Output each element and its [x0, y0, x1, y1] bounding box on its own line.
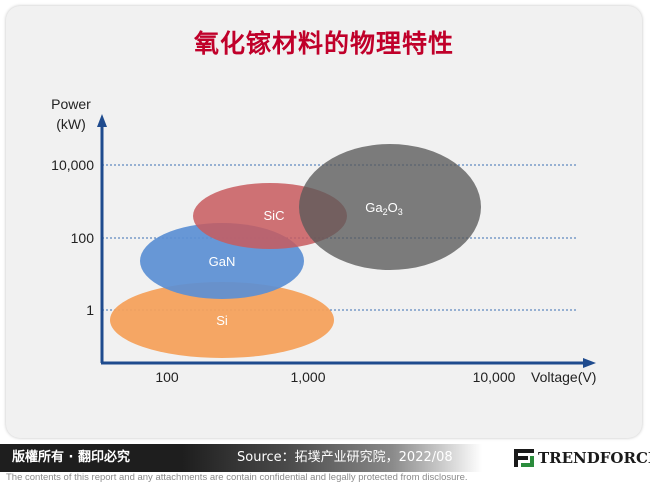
- x-axis-arrow: [583, 358, 596, 368]
- y-tick-1: 1: [86, 302, 94, 318]
- x-tick-10000: 10,000: [473, 369, 516, 385]
- trendforce-logo-text: TRENDFORCE: [538, 449, 650, 467]
- slide-card: 氧化镓材料的物理特性 Si GaN SiC Ga2O3 Power (kW) 1…: [6, 6, 642, 438]
- source-note: Source：拓墣产业研究院，2022/08: [182, 444, 482, 472]
- page-title: 氧化镓材料的物理特性: [193, 29, 454, 58]
- y-axis-arrow: [97, 114, 107, 127]
- copyright-notice: 版權所有 · 翻印必究: [0, 444, 182, 472]
- y-tick-100: 100: [71, 230, 95, 246]
- x-tick-100: 100: [155, 369, 179, 385]
- y-axis-label-line2: (kW): [56, 116, 86, 132]
- label-si: Si: [216, 313, 228, 328]
- disclaimer-text: The contents of this report and any atta…: [6, 472, 468, 483]
- bubble-ga2o3: [299, 144, 481, 270]
- y-tick-10000: 10,000: [51, 157, 94, 173]
- y-axis-label-line1: Power: [51, 96, 91, 112]
- label-ga2o3: Ga2O3: [365, 200, 403, 217]
- chart: Si GaN SiC Ga2O3 Power (kW) 10,000 100 1…: [51, 96, 596, 385]
- trendforce-logo-icon: [514, 449, 534, 467]
- x-tick-1000: 1,000: [290, 369, 325, 385]
- label-gan: GaN: [209, 254, 236, 269]
- x-axis-label: Voltage(V): [531, 369, 596, 385]
- trendforce-logo: TRENDFORCE: [512, 446, 650, 470]
- label-sic: SiC: [264, 208, 285, 223]
- footer-bar: 版權所有 · 翻印必究 Source：拓墣产业研究院，2022/08 TREND…: [0, 444, 650, 472]
- bubble-si: [110, 282, 334, 358]
